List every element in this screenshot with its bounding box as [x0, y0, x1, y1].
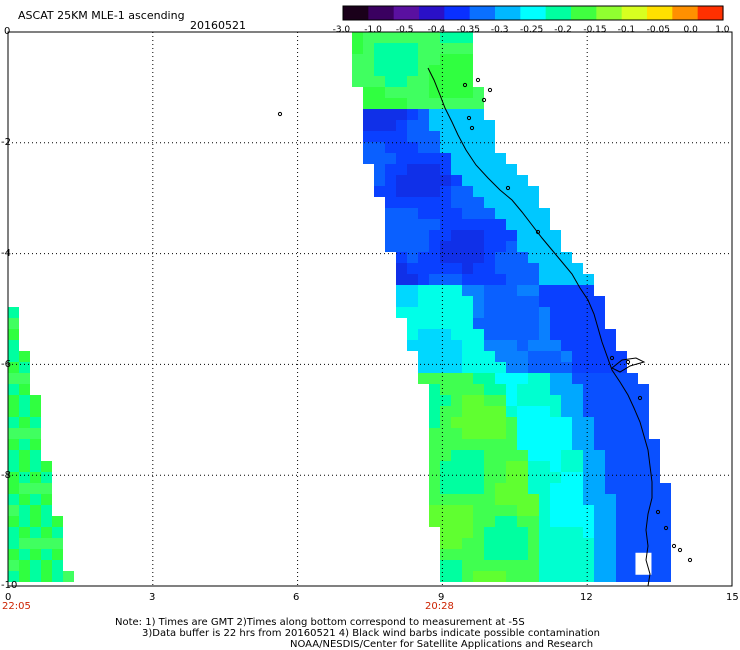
colorbar-swatch — [343, 6, 369, 20]
x-tick-label: 6 — [293, 592, 300, 603]
colorbar-swatch — [697, 6, 724, 20]
colorbar-tick-label: -0.4 — [427, 25, 446, 35]
y-tick-label: -2 — [1, 137, 11, 148]
map-date: 20160521 — [190, 19, 246, 32]
time-label: 20:28 — [425, 601, 454, 612]
colorbar-swatch — [495, 6, 521, 20]
colorbar-tick-label: -0.25 — [520, 25, 544, 35]
colorbar-swatch — [596, 6, 623, 20]
colorbar — [342, 5, 724, 21]
colorbar-swatch — [469, 6, 496, 20]
colorbar-swatch — [545, 6, 572, 20]
x-tick-label: 9 — [438, 592, 445, 603]
coastline — [277, 67, 693, 587]
colorbar-tick-label: 0.0 — [683, 25, 698, 35]
x-tick-label: 12 — [580, 592, 593, 603]
colorbar-tick-label: -1.0 — [364, 25, 382, 35]
colorbar-tick-label: -3.0 — [332, 25, 351, 35]
colorbar-swatch — [444, 6, 471, 20]
colorbar-swatch — [571, 6, 597, 20]
colorbar-swatch — [520, 6, 547, 20]
colorbar-tick-label: -0.35 — [456, 25, 480, 35]
y-tick-label: 0 — [4, 26, 11, 37]
y-tick-label: -10 — [1, 580, 18, 591]
colorbar-swatch — [368, 6, 395, 20]
y-tick-label: -6 — [1, 359, 11, 370]
footer-note-line1: Note: 1) Times are GMT 2)Times along bot… — [115, 617, 525, 628]
x-tick-label: 15 — [726, 592, 739, 603]
colorbar-swatch — [621, 6, 648, 20]
colorbar-tick-label: -0.15 — [583, 25, 607, 35]
colorbar-tick-label: -0.1 — [617, 25, 636, 35]
map-title: ASCAT 25KM MLE-1 ascending — [18, 9, 185, 22]
colorbar-tick-label: -0.05 — [646, 25, 670, 35]
colorbar-frame — [342, 5, 724, 21]
colorbar-swatch — [393, 6, 420, 20]
y-tick-label: -4 — [1, 248, 11, 259]
y-tick-label: -8 — [1, 470, 11, 481]
x-tick-label: 3 — [149, 592, 156, 603]
map-frame — [7, 31, 733, 587]
footer-note-line2: 3)Data buffer is 22 hrs from 20160521 4)… — [142, 628, 600, 639]
footer-credit: NOAA/NESDIS/Center for Satellite Applica… — [290, 639, 594, 650]
time-label: 22:05 — [2, 601, 31, 612]
colorbar-swatch — [672, 6, 699, 20]
colorbar-tick-label: -0.2 — [554, 25, 572, 35]
colorbar-tick-label: -0.3 — [490, 25, 509, 35]
colorbar-swatch — [419, 6, 445, 20]
data-swaths — [8, 32, 671, 582]
colorbar-swatch — [647, 6, 673, 20]
map-grid — [8, 32, 732, 586]
x-tick-label: 0 — [5, 592, 12, 603]
colorbar-tick-label: -0.5 — [395, 25, 414, 35]
colorbar-tick-label: 1.0 — [715, 25, 730, 35]
